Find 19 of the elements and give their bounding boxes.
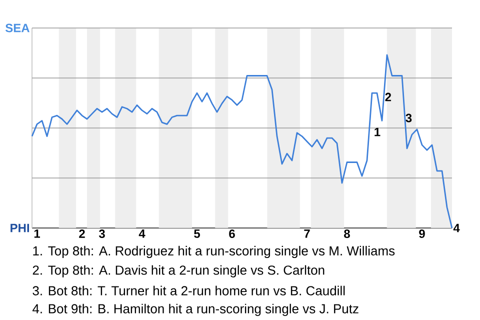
text: 4 [453,224,460,232]
text: 4. Bot 9th: B. Hamilton hit a run-scoring single vs J. Putz [32,304,358,316]
text: 2. Top 8th: A. Davis hit a 2-run single vs S. Carlton [32,265,324,278]
x-tick-label: 8 [344,230,350,238]
x-tick-label: 5 [194,230,200,238]
text: PHI [10,224,29,232]
x-tick-label: 6 [229,230,235,238]
x-tick-label: 4 [138,230,146,238]
x-tick-label: 7 [304,230,310,238]
x-tick-label: 1 [34,230,40,238]
x-tick-label: 2 [79,230,85,238]
text: SEA [5,24,30,32]
annotation: 3 [406,114,412,122]
x-tick-label: 3 [98,230,105,238]
x-tick-label: 9 [419,230,425,238]
annotation: 2 [385,92,392,102]
text: 3. Bot 8th: T. Turner hit a 2-run home run vs B. Caudill [32,286,345,296]
text: 1. Top 8th: A. Rodriguez hit a run-scoring single vs M. Williams [33,246,395,258]
annotation: 1 [374,128,380,136]
